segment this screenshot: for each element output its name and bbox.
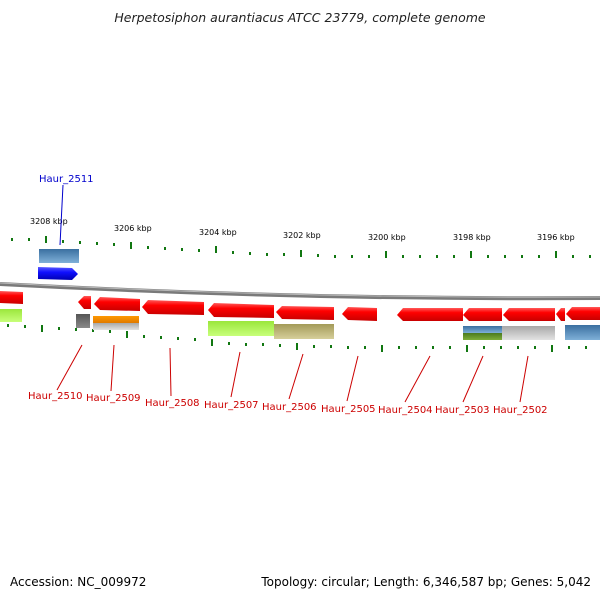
gene-label-haur-2506[interactable]: Haur_2506	[262, 402, 317, 413]
gene-annotation-bar	[502, 326, 555, 340]
leader-haur-2505	[346, 355, 359, 402]
leader-haur-2504	[404, 355, 431, 403]
gene-arrow-haur-2510[interactable]	[78, 296, 91, 309]
gene-annotation-bar	[93, 316, 139, 323]
gene-label-haur-2509[interactable]: Haur_2509	[86, 393, 141, 404]
reverse-genes	[0, 291, 600, 340]
leader-haur-2508	[169, 347, 172, 397]
gene-labels: Haur_2511 Haur_2510 Haur_2509 Haur_2508 …	[28, 174, 548, 416]
leader-haur-2506	[288, 353, 304, 400]
gene-arrow-left-edge[interactable]	[0, 291, 23, 304]
gene-arrow	[38, 267, 78, 280]
gene-annotation-bar	[463, 333, 502, 340]
gene-arrow-haur-2509[interactable]	[94, 297, 140, 311]
gene-arrow-haur-2504[interactable]	[397, 308, 463, 321]
gene-label-haur-2504[interactable]: Haur_2504	[378, 405, 433, 416]
leader-haur-2509	[110, 344, 115, 392]
leader-haur-2507	[230, 351, 241, 398]
accession-label: Accession: NC_009972	[10, 575, 147, 589]
gene-annotation-bar	[565, 325, 600, 340]
gene-annotation-bar	[274, 324, 334, 339]
leader-haur-2503	[462, 355, 484, 403]
label-leaders	[56, 184, 529, 403]
leader-haur-2510	[56, 344, 83, 391]
gene-label-haur-2502[interactable]: Haur_2502	[493, 405, 548, 416]
coord-label: 3206 kbp	[114, 224, 152, 233]
gene-arrow-haur-2502[interactable]	[503, 308, 555, 321]
leader-haur-2502	[519, 355, 529, 403]
coord-label: 3198 kbp	[453, 233, 491, 242]
coord-label: 3208 kbp	[30, 217, 68, 226]
leader-haur-2511	[59, 184, 64, 246]
genome-backbone-highlight	[0, 282, 600, 298]
gene-annotation-bar	[463, 326, 502, 333]
gene-label-haur-2507[interactable]: Haur_2507	[204, 400, 259, 411]
gene-annotation-bar	[208, 321, 274, 336]
upper-ticks	[11, 236, 591, 258]
coordinate-labels: 3208 kbp 3206 kbp 3204 kbp 3202 kbp 3200…	[30, 217, 575, 242]
genome-summary-label: Topology: circular; Length: 6,346,587 bp…	[261, 575, 591, 589]
gene-arrow-right-edge[interactable]	[566, 307, 600, 320]
gene-arrow-small[interactable]	[556, 308, 565, 321]
gene-annotation-bar	[93, 323, 139, 330]
coord-label: 3200 kbp	[368, 233, 406, 242]
gene-label-haur-2508[interactable]: Haur_2508	[145, 398, 200, 409]
gene-arrow-haur-2506[interactable]	[276, 306, 334, 320]
genome-backbone	[0, 282, 600, 301]
gene-label-haur-2511[interactable]: Haur_2511	[39, 174, 94, 185]
gene-label-haur-2503[interactable]: Haur_2503	[435, 405, 490, 416]
gene-annotation-bar	[0, 309, 22, 322]
coord-label: 3196 kbp	[537, 233, 575, 242]
gene-arrow-haur-2505[interactable]	[342, 307, 377, 321]
coord-label: 3202 kbp	[283, 231, 321, 240]
gene-haur-2511[interactable]	[38, 249, 79, 280]
gene-label-haur-2505[interactable]: Haur_2505	[321, 404, 376, 415]
lower-ticks	[7, 324, 587, 352]
gene-annotation-bar	[76, 314, 90, 328]
gene-annotation-bar	[39, 249, 79, 263]
gene-label-haur-2510[interactable]: Haur_2510	[28, 391, 83, 402]
gene-arrow-haur-2507[interactable]	[208, 303, 274, 318]
genome-title: Herpetosiphon aurantiacus ATCC 23779, co…	[114, 10, 486, 25]
gene-arrow-haur-2508[interactable]	[142, 300, 204, 315]
gene-arrow-haur-2503[interactable]	[463, 308, 502, 321]
coord-label: 3204 kbp	[199, 228, 237, 237]
